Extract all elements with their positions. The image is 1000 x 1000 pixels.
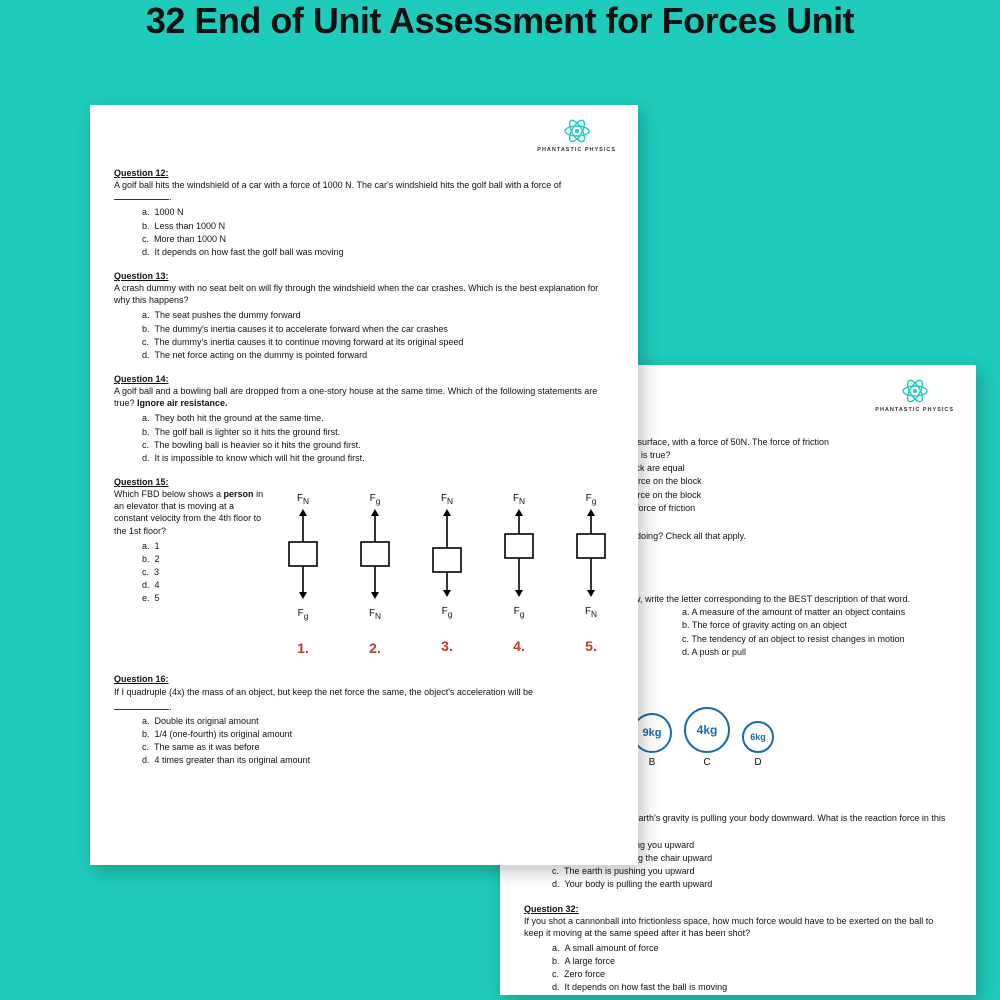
q15-opt: a. 1 <box>142 540 270 552</box>
fbd-diagram: FNFg4. <box>496 492 542 657</box>
q31-opt-c: c. The earth is pushing you upward <box>552 865 952 877</box>
worksheet-page-1: PHANTASTIC PHYSICS Question 12: A golf b… <box>90 105 638 865</box>
q32-opt-c: c. Zero force <box>552 968 952 980</box>
mass-circle: 9kgB <box>632 713 672 770</box>
atom-icon <box>900 377 930 405</box>
q15-opt: b. 2 <box>142 553 270 565</box>
q32-opt-d: d. It depends on how fast the ball is mo… <box>552 981 952 993</box>
question-13: Question 13: A crash dummy with no seat … <box>114 270 614 361</box>
brand-logo: PHANTASTIC PHYSICS <box>537 117 616 154</box>
brand-logo: PHANTASTIC PHYSICS <box>875 377 954 414</box>
question-12: Question 12: A golf ball hits the windsh… <box>114 167 614 258</box>
fbd-diagram: FgFN2. <box>352 492 398 657</box>
question-32: Question 32: If you shot a cannonball in… <box>524 903 952 994</box>
fbd-diagram: FgFN5. <box>568 492 614 657</box>
q32-opt-b: b. A large force <box>552 955 952 967</box>
question-16: Question 16: If I quadruple (4x) the mas… <box>114 673 614 766</box>
q32-opt-a: a. A small amount of force <box>552 942 952 954</box>
question-14: Question 14: A golf ball and a bowling b… <box>114 373 614 464</box>
atom-icon <box>562 117 592 145</box>
q15-opt: d. 4 <box>142 579 270 591</box>
brand-text: PHANTASTIC PHYSICS <box>537 147 616 154</box>
fbd-diagram: FNFg3. <box>424 492 470 657</box>
mass-circle: 6kgD <box>742 721 774 770</box>
fbd-diagram: FNFg1. <box>280 492 326 657</box>
q15-opt: c. 3 <box>142 566 270 578</box>
q15-opt: e. 5 <box>142 592 270 604</box>
brand-text: PHANTASTIC PHYSICS <box>875 407 954 414</box>
mass-circle: 4kgC <box>684 707 730 770</box>
page-title: 32 End of Unit Assessment for Forces Uni… <box>0 0 1000 72</box>
question-15: Question 15: Which FBD below shows a per… <box>114 476 614 658</box>
q31-opt-d: d. Your body is pulling the earth upward <box>552 878 952 890</box>
